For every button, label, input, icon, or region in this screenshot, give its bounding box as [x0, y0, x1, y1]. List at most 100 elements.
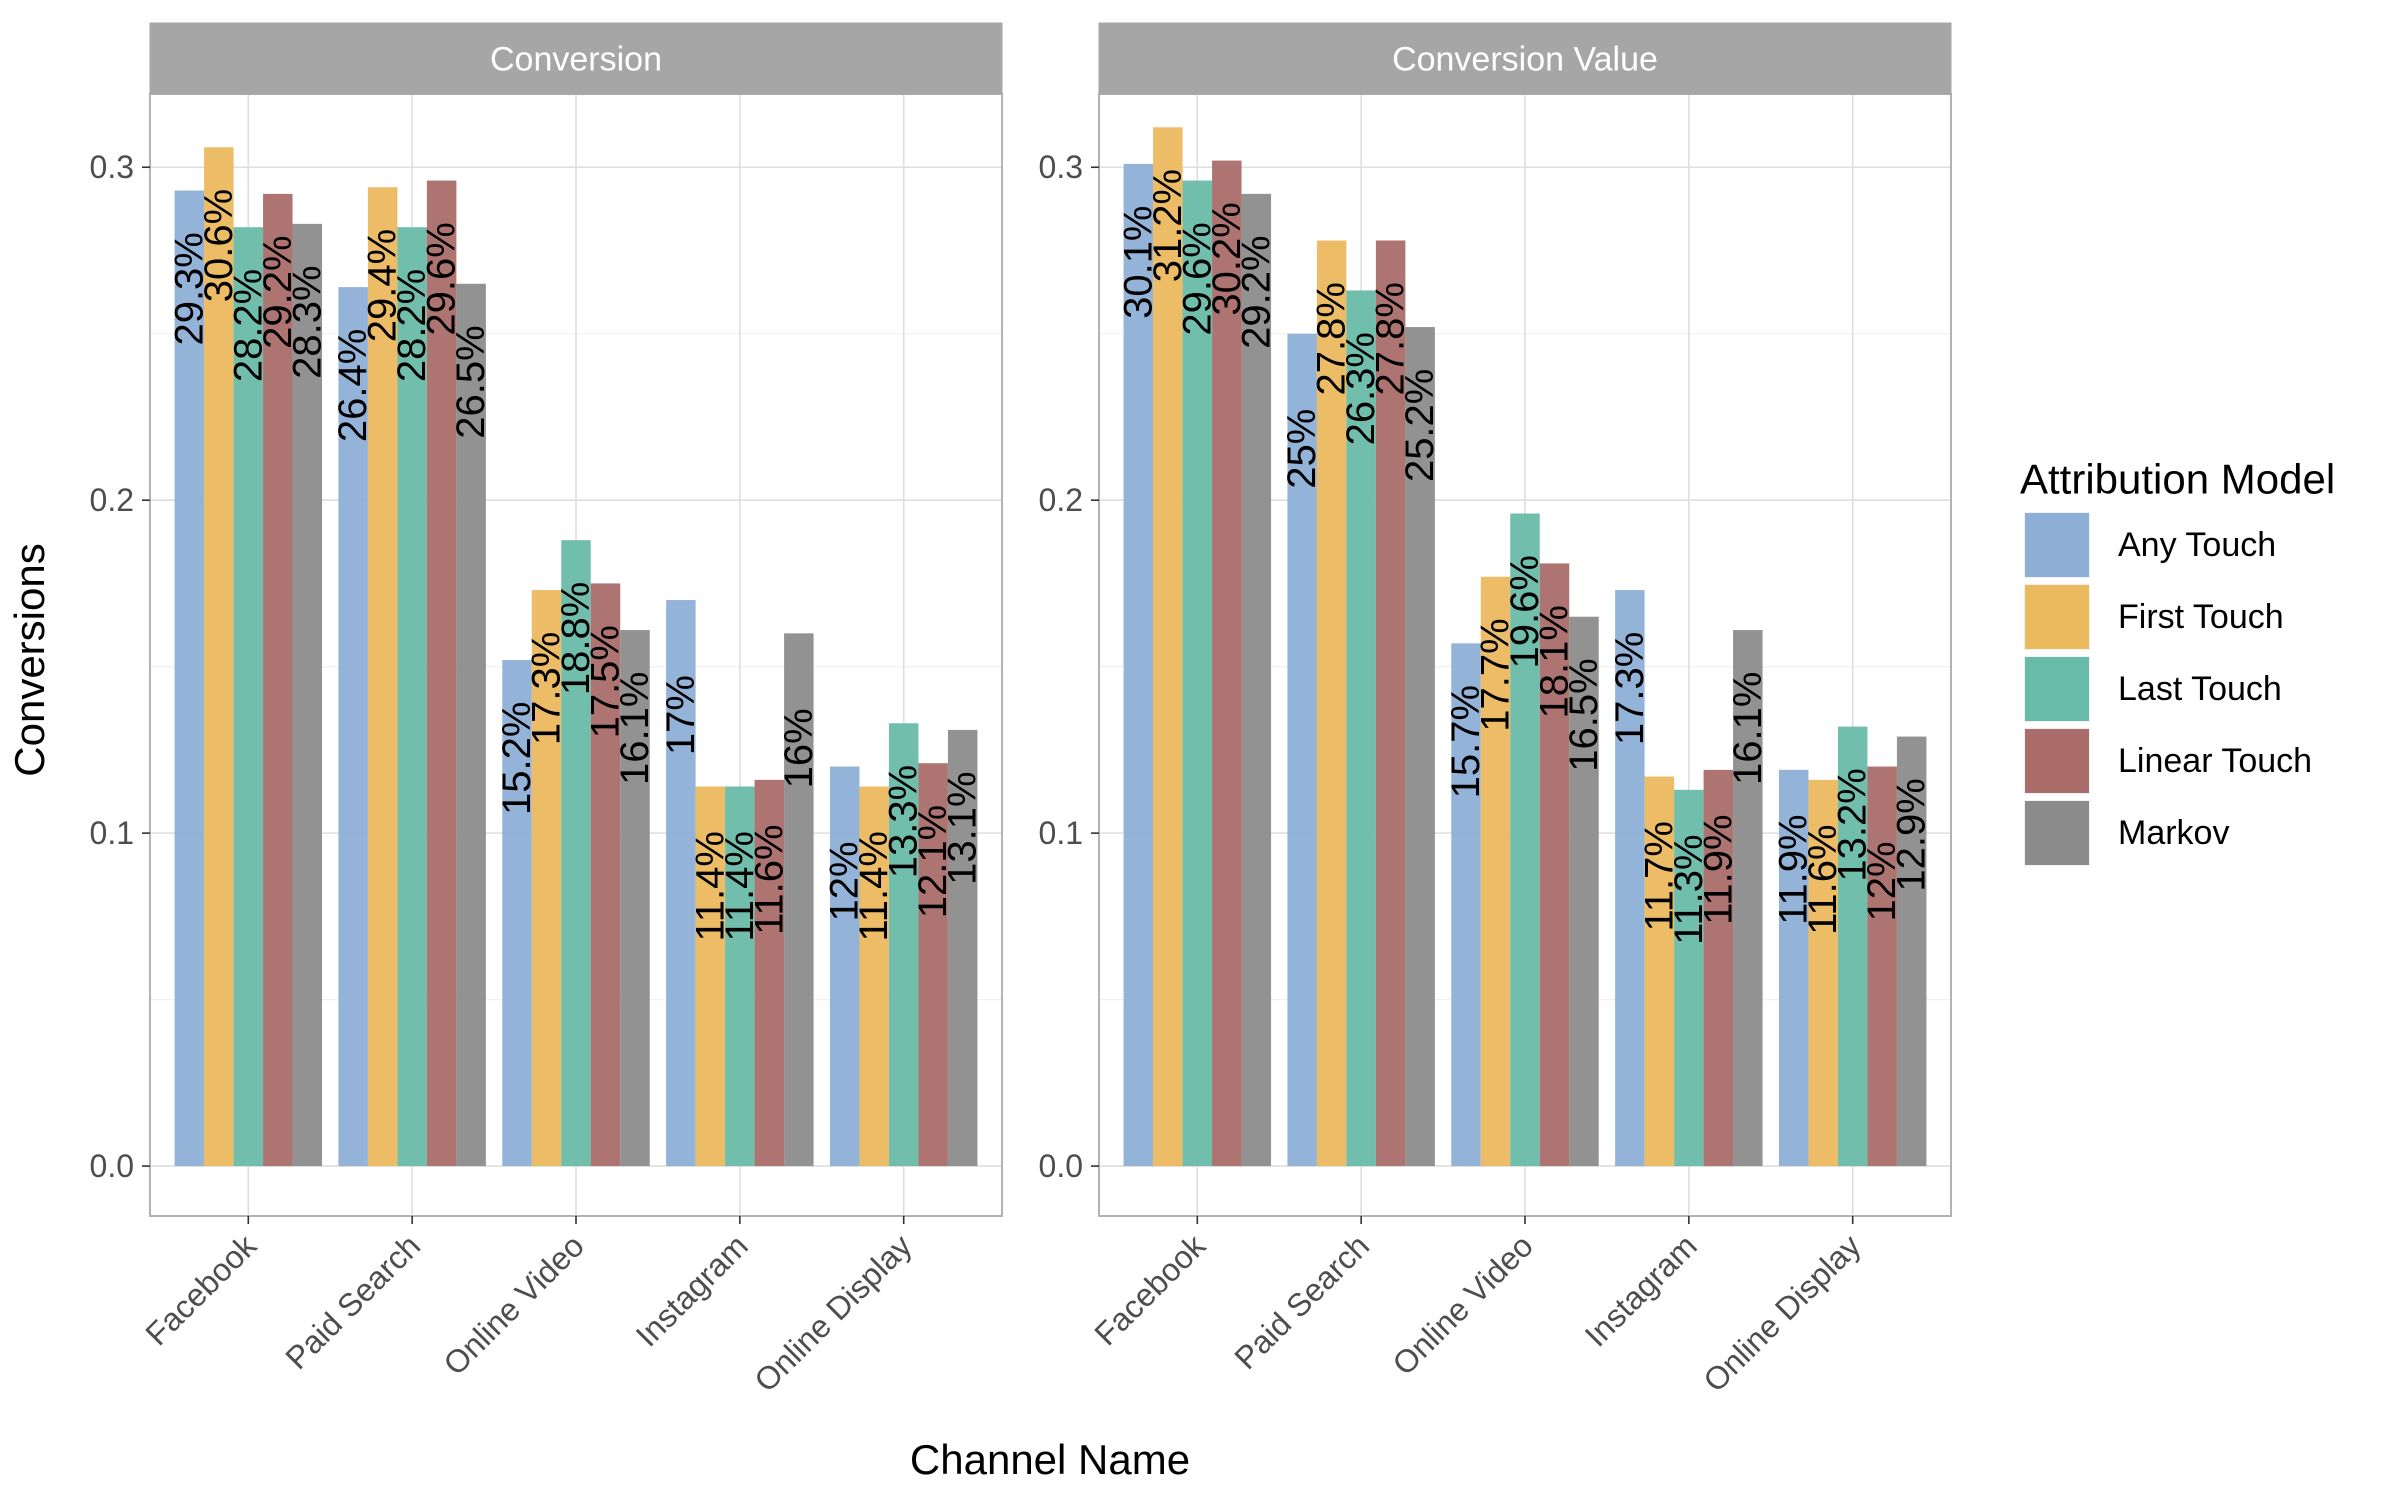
- x-tick-label-instagram: Instagram: [1578, 1227, 1704, 1353]
- bar-online-video-first-touch: [1480, 576, 1511, 1167]
- legend-swatch: [2025, 657, 2089, 721]
- legend-item-markov: Markov: [2024, 800, 2229, 866]
- bar-online-display-first-touch: [1808, 779, 1838, 1167]
- bar-online-video-linear-touch: [590, 583, 621, 1167]
- legend-swatch: [2025, 513, 2089, 577]
- data-label-online-video-linear-touch: 17.5%: [583, 625, 627, 738]
- legend-item-first-touch: First Touch: [2024, 584, 2284, 650]
- bar-facebook-markov: [1241, 193, 1272, 1167]
- facet-title: Conversion Value: [1392, 41, 1658, 79]
- panels: 29.3% 26.4% 15.2% 17% 12% 30.6% 29.4% 17.3% 11.4…: [90, 22, 1952, 1399]
- bar-paid-search-last-touch: [1346, 290, 1376, 1167]
- x-tick-label-online-display: Online Display: [747, 1227, 918, 1398]
- bar-instagram-markov: [784, 633, 814, 1167]
- legend-swatch: [2025, 729, 2089, 793]
- bar-online-display-linear-touch: [1867, 766, 1897, 1167]
- bar-instagram-last-touch: [1674, 789, 1704, 1167]
- data-label-online-display-any-touch: 12%: [823, 841, 867, 921]
- panel-conversion: 29.3% 26.4% 15.2% 17% 12% 30.6% 29.4% 17.3% 11.4…: [90, 22, 1003, 1399]
- data-label-facebook-last-touch: 29.6%: [1175, 222, 1219, 335]
- data-label-instagram-linear-touch: 11.9%: [1696, 814, 1740, 924]
- facet-strip: [149, 22, 1003, 95]
- data-label-paid-search-last-touch: 28.2%: [390, 269, 434, 382]
- facet-title: Conversion: [490, 41, 662, 79]
- data-label-online-display-last-touch: 13.2%: [1831, 768, 1875, 881]
- data-label-facebook-last-touch: 28.2%: [226, 269, 270, 382]
- x-axis-title: Channel Name: [910, 1436, 1190, 1483]
- bar-online-video-linear-touch: [1539, 563, 1570, 1167]
- bar-paid-search-first-touch: [1316, 240, 1347, 1167]
- data-label-instagram-first-touch: 11.7%: [1637, 821, 1681, 931]
- data-label-online-video-markov: 16.5%: [1562, 658, 1606, 771]
- data-label-paid-search-first-touch: 27.8%: [1310, 282, 1354, 395]
- legend-swatch: [2025, 585, 2089, 649]
- bar-facebook-markov: [292, 223, 323, 1167]
- data-label-online-display-any-touch: 11.9%: [1772, 814, 1816, 924]
- data-label-online-display-linear-touch: 12.1%: [911, 805, 955, 918]
- bar-instagram-linear-touch: [1703, 769, 1734, 1167]
- bar-online-display-first-touch: [859, 786, 889, 1167]
- data-label-online-display-last-touch: 13.3%: [882, 765, 926, 878]
- data-label-facebook-any-touch: 30.1%: [1116, 205, 1160, 318]
- data-label-online-display-linear-touch: 12%: [1860, 841, 1904, 921]
- data-label-paid-search-first-touch: 29.4%: [361, 229, 405, 342]
- bar-instagram-linear-touch: [754, 779, 785, 1167]
- bar-online-display-last-touch: [1837, 726, 1868, 1167]
- data-label-instagram-any-touch: 17%: [659, 675, 703, 755]
- y-tick-label: 0.1: [1039, 815, 1083, 851]
- data-label-online-video-any-touch: 15.2%: [495, 702, 539, 815]
- data-label-online-video-last-touch: 18.8%: [554, 582, 598, 695]
- x-tick-label-online-display: Online Display: [1696, 1227, 1867, 1398]
- data-label-facebook-linear-touch: 30.2%: [1205, 202, 1249, 315]
- data-label-facebook-markov: 29.2%: [1234, 235, 1278, 348]
- data-label-online-display-first-touch: 11.4%: [852, 831, 896, 941]
- bar-instagram-last-touch: [725, 786, 755, 1167]
- data-label-instagram-any-touch: 17.3%: [1608, 632, 1652, 745]
- data-label-instagram-last-touch: 11.4%: [718, 831, 762, 941]
- data-label-instagram-first-touch: 11.4%: [688, 831, 732, 941]
- data-label-paid-search-any-touch: 26.4%: [331, 329, 375, 442]
- bar-paid-search-linear-touch: [1375, 240, 1406, 1167]
- legend-label: Linear Touch: [2118, 742, 2312, 780]
- y-tick-label: 0.3: [1039, 149, 1083, 185]
- bar-online-display-markov: [1896, 736, 1927, 1167]
- data-label-paid-search-last-touch: 26.3%: [1339, 332, 1383, 445]
- y-tick-label: 0.2: [90, 482, 134, 518]
- bar-instagram-first-touch: [695, 786, 726, 1167]
- bar-paid-search-any-touch: [338, 287, 368, 1167]
- bar-online-video-any-touch: [502, 659, 532, 1167]
- legend-item-last-touch: Last Touch: [2024, 656, 2282, 722]
- x-tick-label-online-video: Online Video: [436, 1227, 591, 1382]
- data-label-instagram-markov: 16%: [777, 708, 821, 788]
- facet-strip: [1098, 22, 1952, 95]
- data-label-instagram-linear-touch: 11.6%: [747, 824, 791, 934]
- data-label-facebook-markov: 28.3%: [285, 265, 329, 378]
- legend-label: Markov: [2118, 814, 2229, 852]
- y-tick-label: 0.0: [90, 1148, 134, 1184]
- y-tick-label: 0.1: [90, 815, 134, 851]
- bar-facebook-any-touch: [1123, 163, 1154, 1167]
- legend-title: Attribution Model: [2020, 456, 2335, 503]
- bar-instagram-markov: [1733, 630, 1763, 1167]
- data-label-online-video-last-touch: 19.6%: [1503, 555, 1547, 668]
- data-label-facebook-any-touch: 29.3%: [167, 232, 211, 345]
- data-label-online-video-first-touch: 17.3%: [525, 632, 569, 745]
- data-label-facebook-linear-touch: 29.2%: [256, 235, 300, 348]
- legend-label: First Touch: [2118, 598, 2284, 636]
- bar-online-video-markov: [1569, 616, 1599, 1167]
- data-label-online-display-first-touch: 11.6%: [1801, 824, 1845, 934]
- data-label-instagram-markov: 16.1%: [1726, 672, 1770, 785]
- data-label-facebook-first-touch: 30.6%: [197, 189, 241, 302]
- x-tick-label-paid-search: Paid Search: [278, 1227, 427, 1376]
- data-label-paid-search-linear-touch: 27.8%: [1369, 282, 1413, 395]
- data-label-online-display-markov: 12.9%: [1890, 778, 1934, 891]
- legend-label: Last Touch: [2118, 670, 2282, 708]
- bar-online-display-last-touch: [888, 723, 919, 1167]
- legend-item-linear-touch: Linear Touch: [2024, 728, 2312, 794]
- data-label-paid-search-any-touch: 25%: [1280, 409, 1324, 489]
- bar-facebook-any-touch: [174, 190, 205, 1167]
- bar-facebook-linear-touch: [263, 193, 293, 1167]
- data-label-online-video-first-touch: 17.7%: [1474, 618, 1518, 731]
- bar-facebook-first-touch: [204, 147, 234, 1167]
- bar-online-display-any-touch: [1778, 769, 1809, 1167]
